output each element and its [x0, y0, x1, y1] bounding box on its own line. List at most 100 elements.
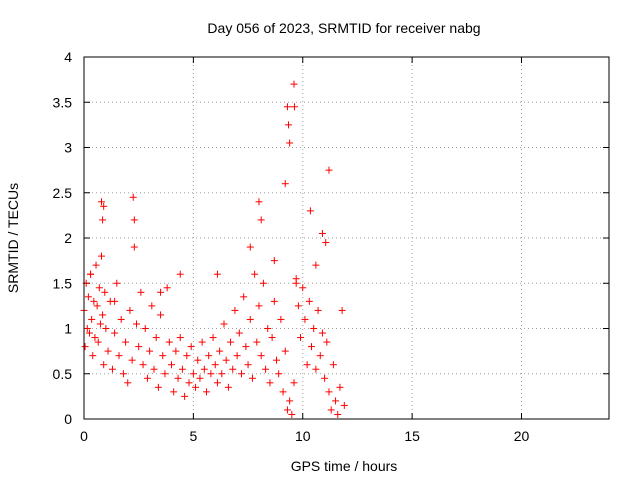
data-point [117, 315, 125, 323]
data-point [174, 374, 182, 382]
data-point [198, 338, 206, 346]
data-point [170, 388, 178, 396]
data-point [253, 338, 261, 346]
data-point [283, 103, 291, 111]
data-point [203, 388, 210, 396]
data-point [251, 270, 259, 278]
data-point [100, 202, 108, 210]
data-points [80, 80, 348, 418]
y-tick-labels: 0 0.5 1 1.5 2 2.5 3 3.5 4 [53, 49, 73, 427]
data-point [273, 356, 280, 364]
data-point [327, 406, 335, 414]
data-point [172, 347, 180, 355]
data-point [222, 356, 230, 364]
data-point [257, 352, 265, 360]
data-point [124, 379, 132, 387]
data-point [161, 370, 169, 378]
data-point [85, 329, 93, 337]
y-tick-label: 2.5 [53, 185, 73, 201]
data-point [196, 374, 204, 382]
data-point [143, 374, 151, 382]
data-point [340, 401, 348, 409]
data-point [168, 361, 175, 369]
grid-lines [84, 57, 609, 419]
data-point [128, 356, 136, 364]
data-point [81, 343, 89, 351]
data-point [334, 410, 342, 418]
data-point [150, 365, 158, 373]
data-point [310, 325, 318, 332]
data-point [91, 334, 99, 342]
data-point [88, 315, 96, 323]
data-point [235, 329, 243, 337]
data-point [183, 352, 191, 360]
data-point [129, 193, 137, 201]
x-tick-label: 15 [404, 428, 420, 444]
data-point [316, 352, 324, 360]
data-point [218, 370, 226, 378]
data-point [135, 343, 143, 351]
data-point [115, 352, 123, 360]
plot-frame [83, 56, 610, 420]
data-point [281, 347, 289, 355]
data-point [102, 325, 110, 332]
data-point [119, 370, 127, 378]
data-point [283, 406, 291, 414]
data-point [290, 103, 298, 111]
data-point [209, 334, 217, 342]
y-tick-label: 1 [64, 321, 72, 337]
data-point [189, 370, 197, 378]
data-point [194, 356, 202, 364]
data-point [93, 302, 101, 310]
data-point [95, 284, 103, 292]
data-point [148, 302, 156, 310]
data-point [122, 338, 130, 346]
data-point [290, 379, 298, 387]
data-point [229, 365, 237, 373]
data-point [176, 270, 184, 278]
data-point [318, 329, 326, 337]
data-point [281, 180, 289, 188]
data-point [332, 397, 340, 405]
data-point [294, 302, 302, 310]
data-point [305, 297, 313, 305]
data-point [154, 383, 162, 391]
data-point [137, 288, 145, 296]
data-point [259, 279, 267, 287]
data-point [255, 302, 263, 310]
data-point [99, 311, 107, 319]
data-point [244, 361, 252, 369]
data-point [141, 325, 149, 332]
x-tick-label: 5 [189, 428, 197, 444]
y-axis-label: SRMTID / TECUs [5, 183, 21, 293]
data-point [126, 306, 134, 314]
data-point [297, 334, 305, 342]
data-point [224, 383, 232, 391]
data-point [98, 252, 105, 260]
data-point [130, 216, 138, 224]
data-point [87, 270, 95, 278]
x-tick-label: 10 [295, 428, 311, 444]
data-point [279, 388, 287, 396]
data-point [90, 297, 98, 305]
data-point [165, 338, 173, 346]
data-point [238, 370, 245, 378]
x-tick-label: 0 [80, 428, 88, 444]
data-point [113, 279, 121, 287]
data-point [159, 352, 167, 360]
data-point [246, 315, 254, 323]
y-tick-label: 2 [64, 230, 72, 246]
data-point [133, 320, 140, 328]
data-point [312, 261, 320, 269]
data-point [323, 338, 331, 346]
data-point [322, 239, 330, 247]
data-point [257, 216, 265, 224]
data-point [84, 293, 92, 301]
data-point [94, 338, 102, 346]
data-point [286, 397, 294, 405]
data-point [181, 392, 189, 400]
data-point [240, 293, 248, 301]
data-point [338, 306, 346, 314]
data-point [101, 288, 109, 296]
